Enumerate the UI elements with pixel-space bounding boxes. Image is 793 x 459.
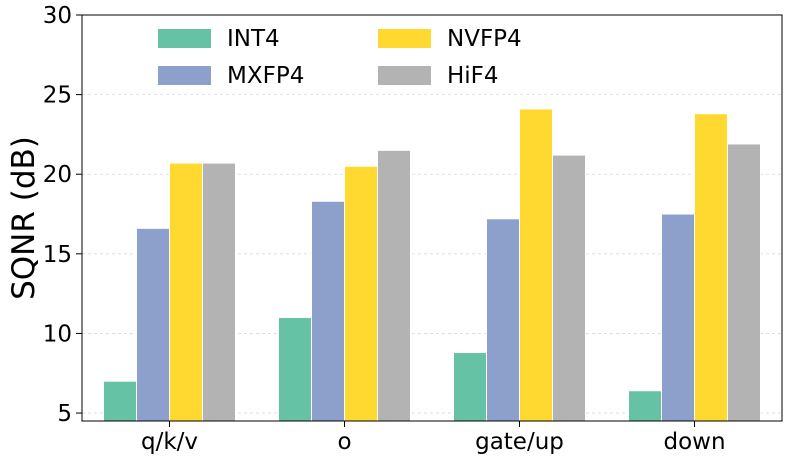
legend-swatch: [158, 29, 211, 48]
legend-label: NVFP4: [447, 26, 522, 52]
bar-hif4-down: [727, 143, 761, 422]
bar-hif4-gate-up: [552, 154, 586, 422]
y-tick-label-30: 30: [43, 3, 72, 29]
bar-mxfp4-gate-up: [486, 218, 520, 422]
bar-int4-gate-up: [453, 352, 487, 422]
bar-int4-q-k-v: [103, 380, 137, 422]
y-axis-label: SQNR (dB): [6, 136, 42, 300]
legend-item-int4: INT4: [158, 26, 280, 52]
legend-label: MXFP4: [227, 63, 304, 89]
bar-mxfp4-o: [311, 200, 345, 422]
bar-hif4-o: [377, 149, 411, 422]
legend-swatch: [158, 66, 211, 85]
legend-item-nvfp4: NVFP4: [378, 26, 522, 52]
bar-nvfp4-down: [694, 113, 728, 422]
legend: INT4 MXFP4 NVFP4 HiF4: [158, 26, 522, 89]
bar-nvfp4-o: [344, 165, 378, 422]
plot-frame: [81, 14, 783, 422]
legend-item-hif4: HiF4: [378, 63, 499, 89]
x-tick-label: q/k/v: [141, 429, 198, 455]
bar-nvfp4-gate-up: [519, 108, 553, 422]
y-axis-ticks: 5 10 15 20 25 30: [43, 3, 82, 427]
bar-groups: [103, 108, 761, 422]
legend-label: HiF4: [447, 63, 499, 89]
y-tick-label-20: 20: [43, 162, 72, 188]
bar-group-gate-up: [453, 108, 586, 422]
x-axis-ticks: q/k/v o gate/up down: [141, 421, 726, 455]
bar-nvfp4-q-k-v: [169, 162, 203, 422]
bar-hif4-q-k-v: [202, 162, 236, 422]
bar-group-down: [628, 113, 761, 422]
bar-mxfp4-q-k-v: [136, 227, 170, 422]
y-tick-label-10: 10: [43, 321, 72, 347]
bar-int4-o: [278, 317, 312, 422]
y-tick-label-25: 25: [43, 83, 72, 109]
bar-group-o: [278, 149, 411, 422]
bar-mxfp4-down: [661, 213, 695, 422]
bar-int4-down: [628, 390, 662, 422]
legend-swatch: [378, 29, 431, 48]
x-tick-label: o: [337, 429, 351, 455]
y-tick-label-15: 15: [43, 242, 72, 268]
bar-group-q-k-v: [103, 162, 236, 422]
legend-item-mxfp4: MXFP4: [158, 63, 304, 89]
y-tick-label-5: 5: [57, 401, 72, 427]
x-tick-label: down: [663, 429, 725, 455]
legend-label: INT4: [227, 26, 280, 52]
legend-swatch: [378, 66, 431, 85]
x-tick-label: gate/up: [475, 429, 564, 455]
